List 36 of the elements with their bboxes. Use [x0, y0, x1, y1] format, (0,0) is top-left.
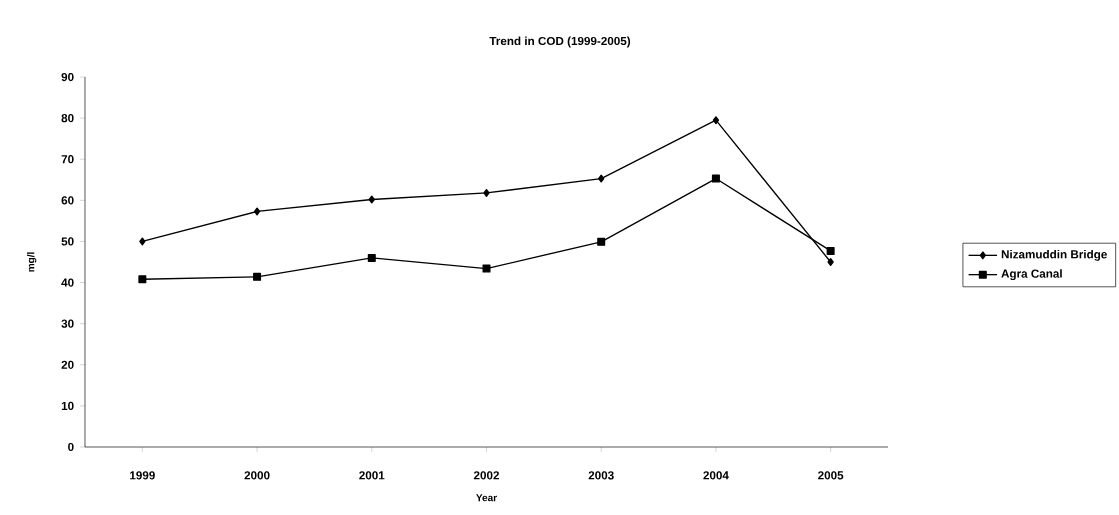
point: [712, 116, 720, 125]
point: [368, 195, 375, 204]
point: [711, 174, 720, 183]
y-tick-label: 20: [61, 360, 74, 369]
y-tick-label: 30: [61, 319, 74, 328]
y-tick-label: 80: [61, 114, 74, 123]
legend-label: Agra Canal: [1001, 269, 1062, 281]
y-tick-label: 60: [61, 196, 74, 205]
x-tick-label: 1999: [130, 471, 155, 480]
point: [253, 207, 261, 216]
point: [367, 253, 376, 262]
point: [597, 237, 606, 246]
x-tick-label: 2001: [359, 471, 385, 480]
point: [826, 246, 835, 255]
point: [598, 174, 605, 183]
y-tick-label: 40: [61, 278, 74, 287]
chart-title: Trend in COD (1999-2005): [489, 36, 631, 48]
point: [253, 272, 262, 281]
y-axis-title: mg/l: [26, 252, 37, 272]
point: [482, 264, 491, 273]
y-tick-label: 0: [68, 442, 74, 452]
y-tick-label: 70: [61, 155, 74, 164]
point: [139, 237, 146, 246]
x-tick-label: 2005: [818, 471, 844, 480]
x-tick-label: 2004: [703, 471, 729, 480]
x-axis-title: Year: [476, 494, 497, 502]
point: [483, 188, 490, 197]
point: [138, 275, 147, 284]
x-tick-label: 2002: [473, 471, 499, 480]
y-tick-label: 90: [61, 72, 74, 82]
y-tick-label: 50: [61, 237, 74, 246]
x-tick-label: 2003: [588, 471, 614, 480]
y-tick-label: 10: [61, 401, 74, 411]
legend-label: Nizamuddin Bridge: [1001, 249, 1107, 261]
x-tick-label: 2000: [244, 471, 270, 480]
point: [827, 258, 834, 267]
